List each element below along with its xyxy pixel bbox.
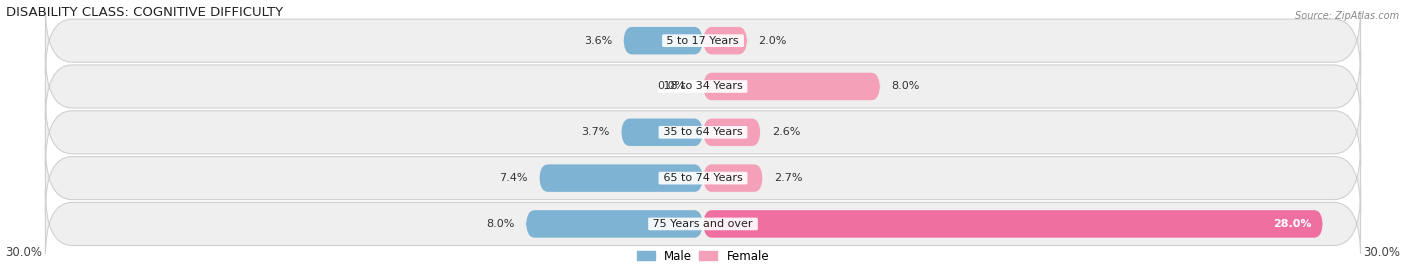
FancyBboxPatch shape [45, 53, 1361, 120]
FancyBboxPatch shape [703, 73, 880, 100]
FancyBboxPatch shape [703, 119, 761, 146]
FancyBboxPatch shape [45, 99, 1361, 166]
FancyBboxPatch shape [526, 210, 703, 238]
Text: 75 Years and over: 75 Years and over [650, 219, 756, 229]
FancyBboxPatch shape [703, 27, 747, 55]
Text: 2.7%: 2.7% [773, 173, 803, 183]
FancyBboxPatch shape [621, 119, 703, 146]
Text: 3.6%: 3.6% [583, 36, 612, 46]
Text: 18 to 34 Years: 18 to 34 Years [659, 82, 747, 92]
Text: 30.0%: 30.0% [6, 246, 42, 259]
Text: 8.0%: 8.0% [486, 219, 515, 229]
FancyBboxPatch shape [703, 164, 763, 192]
Text: 3.7%: 3.7% [582, 127, 610, 137]
Text: 30.0%: 30.0% [1364, 246, 1400, 259]
Text: 2.0%: 2.0% [758, 36, 787, 46]
FancyBboxPatch shape [703, 210, 1323, 238]
FancyBboxPatch shape [45, 7, 1361, 74]
Text: 65 to 74 Years: 65 to 74 Years [659, 173, 747, 183]
FancyBboxPatch shape [623, 27, 703, 55]
Text: Source: ZipAtlas.com: Source: ZipAtlas.com [1295, 11, 1399, 21]
Text: DISABILITY CLASS: COGNITIVE DIFFICULTY: DISABILITY CLASS: COGNITIVE DIFFICULTY [6, 6, 283, 19]
FancyBboxPatch shape [45, 145, 1361, 212]
Text: 2.6%: 2.6% [772, 127, 800, 137]
FancyBboxPatch shape [538, 164, 703, 192]
Text: 7.4%: 7.4% [499, 173, 529, 183]
Text: 5 to 17 Years: 5 to 17 Years [664, 36, 742, 46]
Text: 0.0%: 0.0% [657, 82, 685, 92]
Text: 35 to 64 Years: 35 to 64 Years [659, 127, 747, 137]
Text: 28.0%: 28.0% [1274, 219, 1312, 229]
Legend: Male, Female: Male, Female [633, 245, 773, 267]
FancyBboxPatch shape [45, 191, 1361, 257]
Text: 8.0%: 8.0% [891, 82, 920, 92]
